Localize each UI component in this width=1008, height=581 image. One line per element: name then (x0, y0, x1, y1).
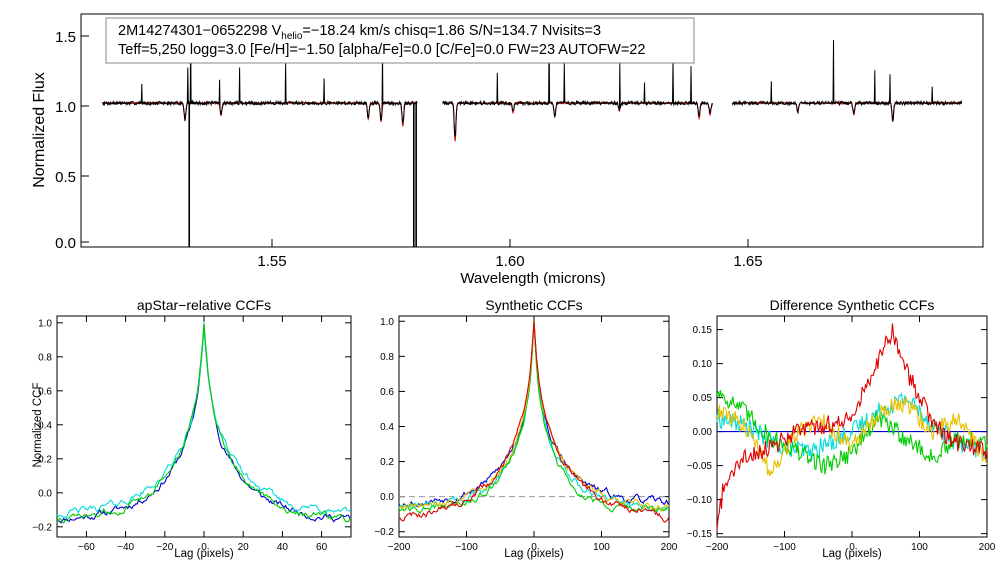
spectrum-info-box (105, 17, 695, 64)
y-tick-label: 0.2 (380, 457, 394, 468)
y-tick-label: 0.0 (38, 488, 52, 499)
difference-series-green (716, 390, 988, 475)
spectrum-y-axis-label: Normalized Flux (31, 72, 48, 188)
observed-spectrum-segment-1 (442, 33, 713, 137)
y-tick-label: 0.8 (380, 352, 394, 363)
spectrum-x-tick-label: 1.55 (257, 253, 286, 270)
x-tick-label: 20 (238, 542, 250, 553)
spectrum-x-tick-label: 1.65 (733, 253, 762, 270)
spectrum-axes-frame (80, 13, 984, 248)
y-tick-label: −0.2 (32, 522, 52, 533)
x-tick-label: −40 (117, 542, 134, 553)
x-tick-label: 0 (849, 542, 855, 553)
spectrum-info-line2: Teff=5,250 logg=3.0 [Fe/H]=−1.50 [alpha/… (118, 42, 645, 58)
ccf-apstar-x-axis-label: Lag (pixels) (174, 548, 234, 560)
ccf-difference-title: Difference Synthetic CCFs (770, 297, 935, 313)
ccf-synthetic-ticks: −200 −100 0 100 200 −0.2 0.0 0.2 0.4 0.6 0.8 1.0 (374, 316, 678, 553)
x-tick-label: −60 (78, 542, 95, 553)
ccf-apstar-title: apStar−relative CCFs (137, 297, 271, 313)
difference-series-cyan (716, 392, 988, 462)
x-tick-label: 0 (201, 542, 207, 553)
ccf-apstar-lines (56, 322, 352, 524)
spectrum-panel: 0.0 0.5 1.0 1.5 1.55 1.60 1.65 Wavelengt… (31, 13, 984, 287)
y-tick-label: 0.4 (38, 420, 52, 431)
x-tick-label: 100 (593, 542, 610, 553)
info-stats: =−18.24 km/s chisq=1.86 S/N=134.7 Nvisit… (302, 23, 601, 39)
ccf-panel-difference: Difference Synthetic CCFs Lag (pixels) −… (687, 297, 996, 560)
ccf-difference-lines (716, 323, 988, 531)
ccf-panel-apstar: apStar−relative CCFs Lag (pixels) Normal… (32, 297, 352, 560)
spectrum-info-line1: 2M14274301−0652298 Vhelio=−18.24 km/s ch… (118, 23, 601, 42)
spectrum-y-tick-label: 0.0 (55, 235, 76, 252)
y-tick-label: 0.10 (693, 359, 713, 370)
y-tick-label: 1.0 (380, 317, 394, 328)
x-tick-label: −200 (706, 542, 729, 553)
x-tick-label: −20 (156, 542, 173, 553)
x-tick-label: −100 (455, 542, 478, 553)
x-tick-label: −200 (388, 542, 411, 553)
ccf-apstar-ticks: −60 −40 −20 0 20 40 60 −0.2 0.0 0.2 0.4 0.6 0.8 1.0 (32, 316, 351, 553)
spectrum-x-ticks: 1.55 1.60 1.65 (257, 239, 763, 270)
y-tick-label: 0.0 (380, 492, 394, 503)
ccf-synthetic-lines (398, 321, 670, 523)
x-tick-label: 100 (911, 542, 928, 553)
difference-series-red (716, 323, 988, 531)
y-tick-label: 0.05 (693, 393, 713, 404)
y-tick-label: 0.8 (38, 352, 52, 363)
x-tick-label: −100 (773, 542, 796, 553)
ccf-difference-x-axis-label: Lag (pixels) (822, 548, 882, 560)
y-tick-label: 0.4 (380, 422, 394, 433)
spectrum-lines (102, 31, 963, 247)
x-tick-label: 200 (661, 542, 678, 553)
y-tick-label: 0.2 (38, 454, 52, 465)
y-tick-label: −0.05 (687, 461, 713, 472)
ccf-series-green (56, 322, 352, 524)
observed-spectrum-segment-2 (731, 39, 963, 122)
y-tick-label: −0.10 (687, 495, 713, 506)
ccf-series-red (398, 321, 670, 523)
y-tick-label: 0.00 (693, 427, 713, 438)
info-helio-subscript: helio (281, 31, 303, 42)
ccf-panel-synthetic: Synthetic CCFs Lag (pixels) −200 −100 0 100… (374, 297, 678, 560)
spectrum-y-tick-label: 1.0 (55, 99, 76, 116)
y-tick-label: 1.0 (38, 318, 52, 329)
x-tick-label: 200 (979, 542, 996, 553)
y-tick-label: −0.2 (374, 527, 394, 538)
ccf-difference-ticks: −200 −100 0 100 200 −0.15 −0.10 −0.05 0.00 0.05 0.… (687, 316, 996, 553)
y-tick-label: 0.15 (693, 325, 713, 336)
ccf-synthetic-x-axis-label: Lag (pixels) (504, 548, 564, 560)
spectrum-x-axis-label: Wavelength (microns) (460, 270, 605, 287)
spectrum-y-ticks: 0.0 0.5 1.0 1.5 (55, 29, 89, 252)
x-tick-label: 0 (531, 542, 537, 553)
x-tick-label: 60 (316, 542, 328, 553)
y-tick-label: −0.15 (687, 529, 713, 540)
ccf-synthetic-title: Synthetic CCFs (485, 297, 582, 313)
spectrum-y-tick-label: 0.5 (55, 169, 76, 186)
ccf-apstar-y-axis-label: Normalized CCF (32, 383, 44, 468)
y-tick-label: 0.6 (38, 386, 52, 397)
x-tick-label: 40 (277, 542, 289, 553)
spectrum-y-tick-label: 1.5 (55, 29, 76, 46)
info-star-id: 2M14274301−0652298 V (118, 23, 282, 39)
observed-spectrum-segment-0 (102, 31, 418, 123)
y-tick-label: 0.6 (380, 387, 394, 398)
spectrum-x-tick-label: 1.60 (495, 253, 524, 270)
